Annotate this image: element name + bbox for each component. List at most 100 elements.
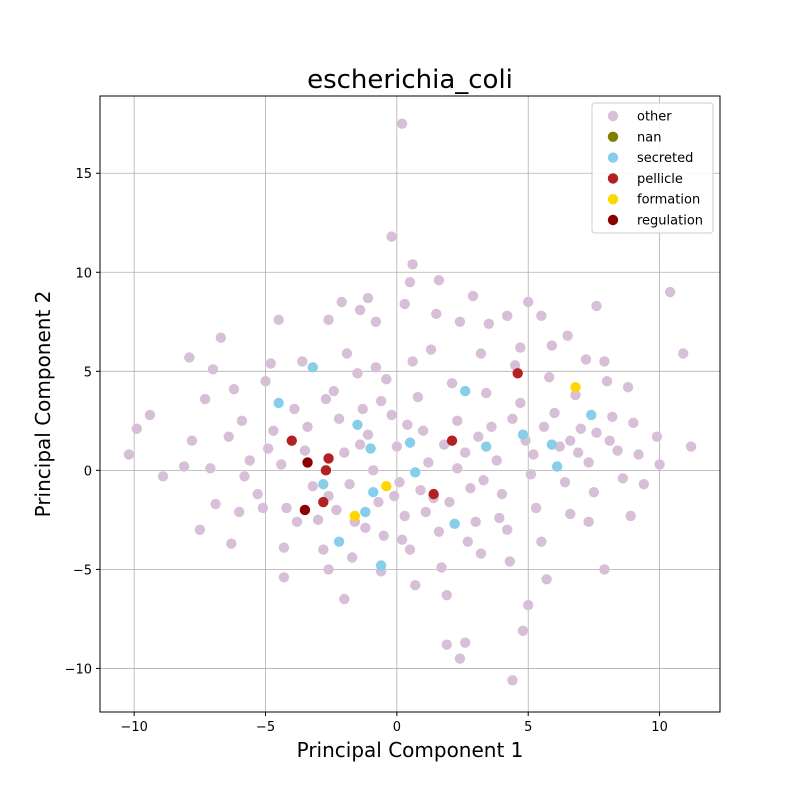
y-tick-label: −5 xyxy=(73,563,92,578)
legend-box xyxy=(591,102,714,234)
point-other xyxy=(389,490,400,502)
point-secreted xyxy=(360,506,371,518)
point-pellicle xyxy=(286,435,297,446)
point-other xyxy=(459,637,471,648)
point-other xyxy=(507,413,518,425)
point-pellicle xyxy=(512,368,523,379)
point-other xyxy=(205,463,216,474)
point-other xyxy=(438,439,450,450)
point-secreted xyxy=(404,437,416,448)
point-other xyxy=(525,469,537,480)
legend-marker-other xyxy=(607,110,619,122)
y-tick-label: 10 xyxy=(75,266,92,281)
point-other xyxy=(507,675,518,686)
point-pellicle xyxy=(320,465,332,476)
point-other xyxy=(583,457,594,468)
point-other xyxy=(494,512,505,524)
point-other xyxy=(504,556,516,567)
legend-marker-nan xyxy=(607,131,619,142)
point-other xyxy=(452,463,463,474)
point-other xyxy=(407,356,418,367)
point-other xyxy=(473,431,484,442)
point-other xyxy=(399,510,410,522)
point-other xyxy=(465,482,476,494)
point-other xyxy=(530,502,542,514)
point-other xyxy=(599,356,610,367)
point-other xyxy=(215,332,227,343)
point-other xyxy=(273,314,284,326)
point-other xyxy=(339,593,350,605)
point-other xyxy=(549,407,560,419)
point-other xyxy=(244,455,255,466)
point-other xyxy=(234,506,245,518)
point-other xyxy=(433,526,445,537)
point-other xyxy=(559,477,571,488)
point-other xyxy=(685,441,697,452)
point-other xyxy=(265,358,276,369)
point-other xyxy=(226,538,237,549)
point-other xyxy=(402,419,413,430)
point-other xyxy=(664,286,676,298)
point-secreted xyxy=(333,536,345,547)
point-other xyxy=(452,415,463,427)
point-other xyxy=(289,403,300,415)
point-secreted xyxy=(368,486,379,498)
point-other xyxy=(394,477,405,488)
point-other xyxy=(307,480,318,492)
point-other xyxy=(433,275,445,286)
point-other xyxy=(399,298,410,310)
point-other xyxy=(278,572,290,583)
point-other xyxy=(517,625,529,636)
point-other xyxy=(486,421,497,432)
point-secreted xyxy=(459,385,471,397)
point-other xyxy=(509,360,521,371)
series-secreted xyxy=(273,362,597,571)
point-other xyxy=(354,439,366,450)
point-other xyxy=(441,639,452,650)
point-secreted xyxy=(517,429,529,440)
point-other xyxy=(654,459,665,470)
point-other xyxy=(339,447,350,458)
point-other xyxy=(336,296,347,308)
point-other xyxy=(257,502,269,514)
point-secreted xyxy=(449,518,460,530)
point-other xyxy=(210,498,221,510)
point-secreted xyxy=(480,441,492,452)
point-other xyxy=(591,427,602,438)
point-regulation xyxy=(299,504,311,516)
point-other xyxy=(276,459,287,470)
point-other xyxy=(412,391,424,403)
point-other xyxy=(417,425,429,436)
point-other xyxy=(236,415,248,427)
point-other xyxy=(228,383,240,395)
point-other xyxy=(575,423,586,434)
point-other xyxy=(320,393,332,405)
point-other xyxy=(470,516,481,528)
point-other xyxy=(536,310,547,322)
y-tick-label: 0 xyxy=(84,464,92,479)
point-other xyxy=(331,504,342,516)
point-other xyxy=(396,534,408,545)
point-other xyxy=(480,387,492,399)
point-regulation xyxy=(302,457,313,468)
plot-frame xyxy=(99,95,721,713)
point-other xyxy=(318,544,329,555)
point-other xyxy=(404,276,416,288)
point-other xyxy=(157,471,169,482)
point-other xyxy=(541,574,552,585)
point-other xyxy=(131,423,142,434)
point-other xyxy=(396,118,408,129)
point-other xyxy=(194,524,206,535)
point-other xyxy=(223,431,234,442)
point-other xyxy=(565,508,576,520)
point-other xyxy=(347,552,358,563)
point-other xyxy=(297,356,308,367)
x-tick-label: 5 xyxy=(524,720,532,735)
point-other xyxy=(651,431,663,442)
point-other xyxy=(462,536,473,547)
point-other xyxy=(478,475,489,486)
point-other xyxy=(483,318,495,329)
point-other xyxy=(601,376,613,387)
point-other xyxy=(299,445,311,456)
point-other xyxy=(386,231,397,242)
